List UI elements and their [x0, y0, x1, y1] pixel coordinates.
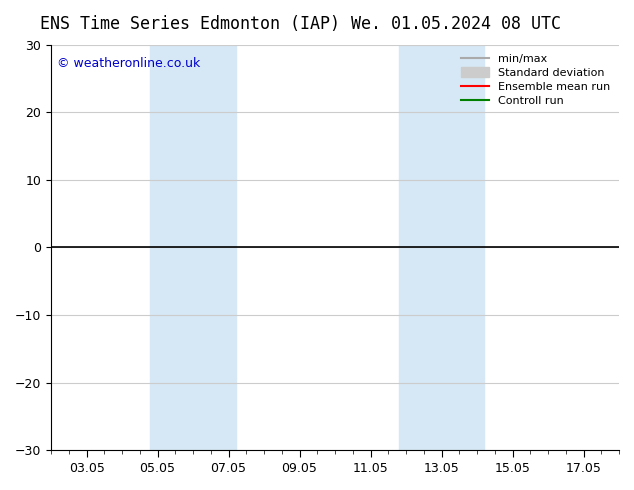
Legend: min/max, Standard deviation, Ensemble mean run, Controll run: min/max, Standard deviation, Ensemble me…	[458, 50, 614, 110]
Text: We. 01.05.2024 08 UTC: We. 01.05.2024 08 UTC	[351, 15, 562, 33]
Text: © weatheronline.co.uk: © weatheronline.co.uk	[57, 57, 200, 70]
Bar	[399, 45, 484, 450]
Bar	[150, 45, 236, 450]
Text: ENS Time Series Edmonton (IAP): ENS Time Series Edmonton (IAP)	[40, 15, 340, 33]
